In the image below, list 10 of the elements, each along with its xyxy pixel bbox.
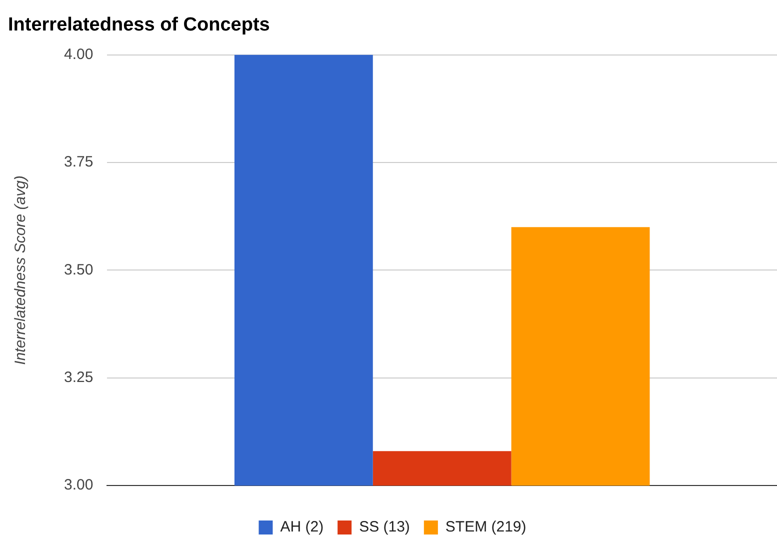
y-tick-label: 4.00 — [64, 46, 94, 63]
legend-label: AH (2) — [280, 518, 324, 536]
y-tick-label: 3.00 — [64, 476, 94, 494]
legend-label: SS (13) — [359, 518, 410, 536]
chart-title: Interrelatedness of Concepts — [8, 14, 270, 36]
y-tick-label: 3.25 — [64, 369, 94, 386]
y-tick-label: 3.75 — [64, 154, 94, 171]
legend-label: STEM (219) — [445, 518, 526, 536]
y-axis-title: Interrelatedness Score (avg) — [12, 176, 30, 365]
y-tick-label: 3.50 — [64, 261, 94, 278]
